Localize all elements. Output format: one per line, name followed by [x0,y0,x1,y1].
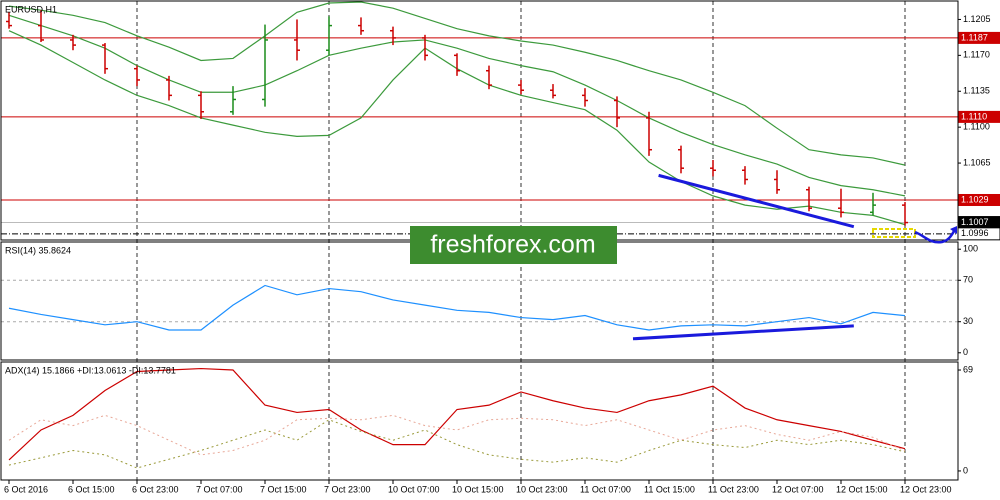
x-tick-label: 11 Oct 15:00 [644,484,695,494]
series-line [8,284,906,331]
x-tick-label: 10 Oct 15:00 [452,484,504,494]
price-label: 1.0996 [961,228,989,238]
watermark: freshforex.com [430,231,595,259]
x-tick-label: 11 Oct 07:00 [580,484,631,494]
series-line [8,1,906,166]
x-tick-label: 6 Oct 2016 [4,484,48,494]
y-tick-label: 1.1100 [963,122,990,132]
forecast-arrow [914,227,958,244]
panel [8,367,906,469]
trend-line [632,324,854,341]
level-label: 1.1187 [961,32,988,42]
x-tick-label: 12 Oct 23:00 [900,484,952,494]
watermark-box [410,226,617,264]
price-label: 1.1007 [961,217,989,227]
series-line [8,14,906,197]
y-tick-label: 1.1135 [963,86,990,96]
level-label-box [958,31,1000,44]
y-tick-label: 100 [963,244,978,254]
trend-line [658,173,855,229]
x-tick-label: 6 Oct 15:00 [68,484,115,494]
x-tick-label: 7 Oct 07:00 [196,484,243,494]
y-tick-label: 30 [963,316,973,326]
y-tick-label: 69 [963,364,973,374]
level-label-box [958,193,1000,206]
y-tick-label: 70 [963,275,973,285]
x-tick-label: 10 Oct 07:00 [388,484,440,494]
x-tick-label: 7 Oct 15:00 [260,484,307,494]
panel-title: ADX(14) 15.1866 +DI:13.0613 -DI:13.7781 [5,365,176,375]
level-label: 1.1029 [961,194,989,204]
x-tick-label: 6 Oct 23:00 [132,484,179,494]
y-tick-label: 1.1065 [963,157,991,167]
x-tick-label: 10 Oct 23:00 [516,484,568,494]
panel [1,279,958,341]
series-line [8,367,906,461]
x-tick-label: 11 Oct 23:00 [708,484,759,494]
x-tick-label: 7 Oct 23:00 [324,484,371,494]
level-label: 1.1110 [961,111,987,121]
panel-title: EURUSD,H1 [5,4,57,14]
y-tick-label: 0 [963,347,968,357]
y-tick-label: 0 [963,465,968,475]
y-tick-label: 1.1170 [963,50,990,60]
series-line [8,414,906,456]
panel-title: RSI(14) 35.8624 [5,245,71,255]
y-tick-label: 1.1205 [963,14,991,24]
x-tick-label: 12 Oct 15:00 [836,484,888,494]
level-label-box [958,110,1000,123]
adx-panel-border [0,361,959,481]
arrow-head [950,226,957,234]
x-tick-label: 12 Oct 07:00 [772,484,824,494]
